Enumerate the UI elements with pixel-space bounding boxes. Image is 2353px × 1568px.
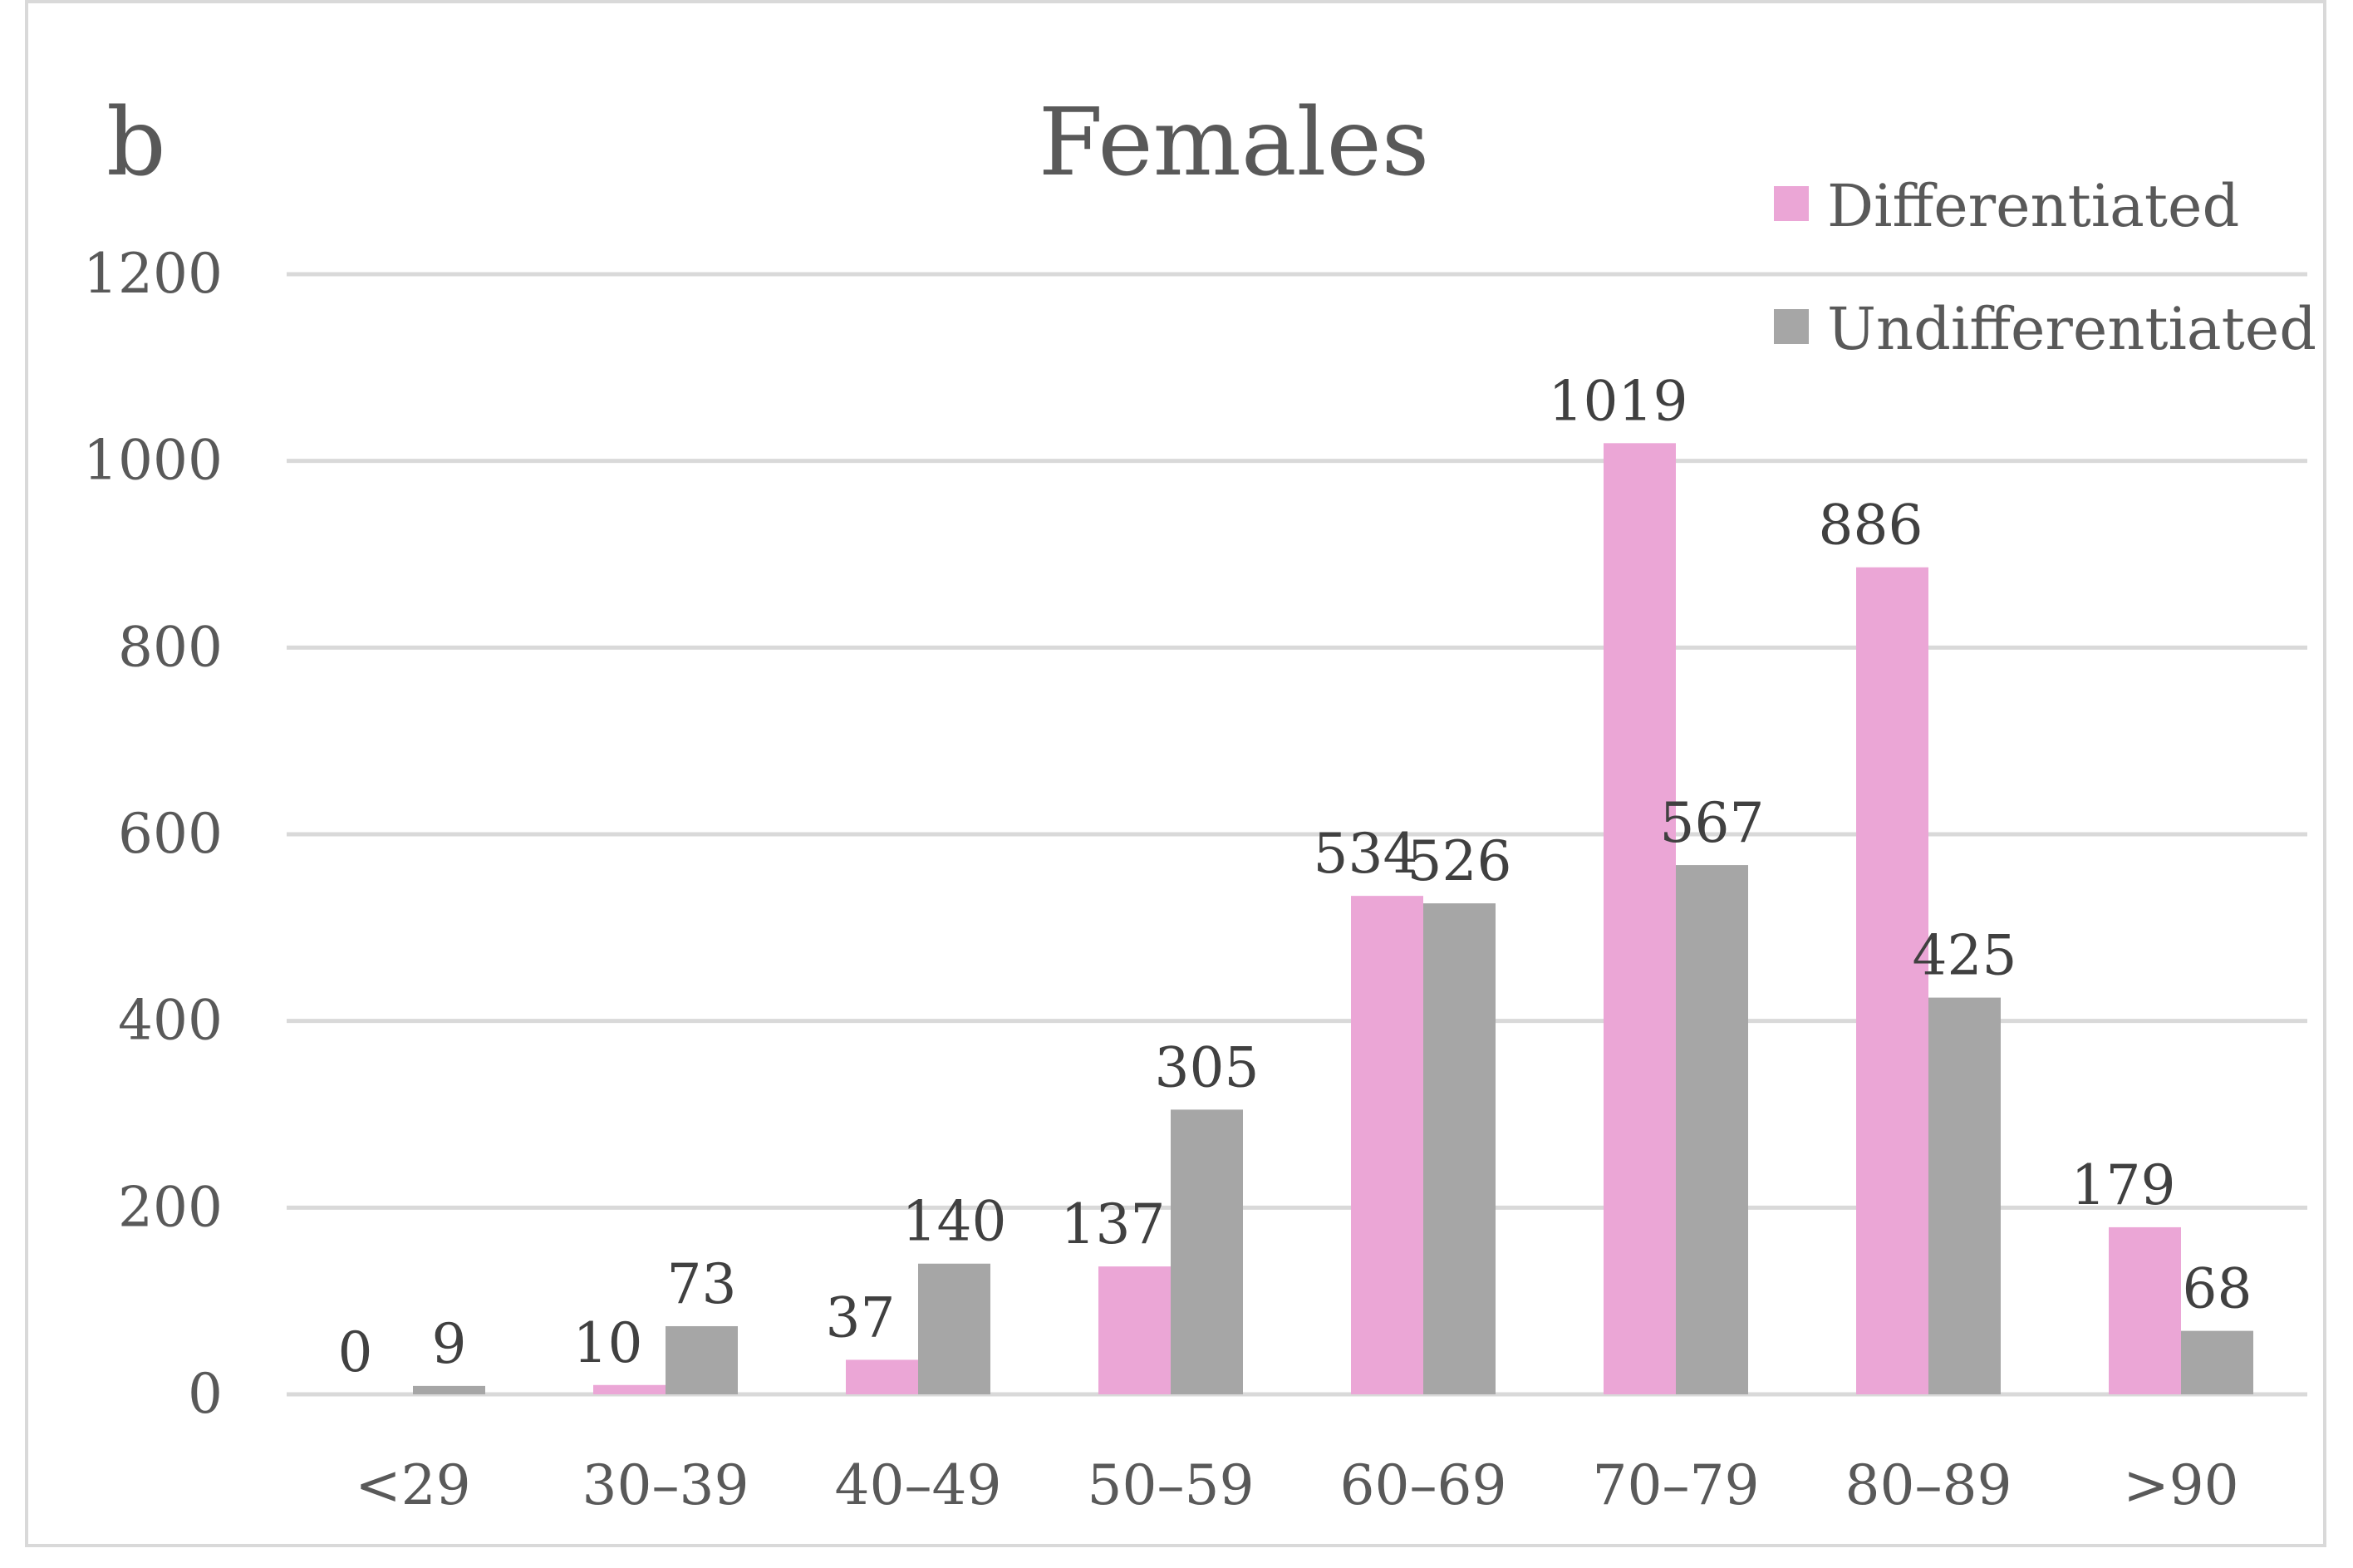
data-label-undifferentiated-0: 9 xyxy=(432,1312,467,1376)
data-label-undifferentiated-3: 305 xyxy=(1155,1035,1260,1099)
y-tick-label: 800 xyxy=(118,615,223,679)
bar-undifferentiated-2 xyxy=(918,1263,990,1394)
bar-undifferentiated-5 xyxy=(1676,865,1748,1394)
bar-differentiated-4 xyxy=(1351,896,1423,1394)
x-axis-ticks: <29 30–39 40–49 50–59 60–69 70–79 80–89 >90 xyxy=(355,1453,2238,1517)
data-label-undifferentiated-6: 425 xyxy=(1913,924,2017,988)
bar-undifferentiated-7 xyxy=(2181,1330,2253,1394)
x-tick-label: 40–49 xyxy=(835,1453,1002,1517)
bar-undifferentiated-3 xyxy=(1171,1109,1243,1394)
x-tick-label: 30–39 xyxy=(582,1453,749,1517)
data-label-differentiated-6: 886 xyxy=(1819,494,1923,558)
chart-title: Females xyxy=(1039,89,1429,197)
data-label-differentiated-1: 10 xyxy=(573,1311,643,1375)
legend-swatch-differentiated xyxy=(1774,186,1809,221)
legend-label-undifferentiated: Undifferentiated xyxy=(1827,295,2316,363)
legend: Differentiated Undifferentiated xyxy=(1774,172,2316,363)
bar-undifferentiated-4 xyxy=(1423,903,1496,1394)
data-label-differentiated-0: 0 xyxy=(338,1320,373,1384)
data-label-undifferentiated-2: 140 xyxy=(902,1190,1007,1254)
panel-label: b xyxy=(106,89,166,197)
bar-differentiated-1 xyxy=(593,1384,666,1394)
data-label-differentiated-7: 179 xyxy=(2071,1153,2176,1217)
bar-differentiated-2 xyxy=(846,1359,918,1394)
data-label-undifferentiated-5: 567 xyxy=(1660,791,1765,855)
x-tick-label: >90 xyxy=(2123,1453,2238,1517)
legend-label-differentiated: Differentiated xyxy=(1827,172,2239,240)
x-tick-label: 80–89 xyxy=(1845,1453,2012,1517)
data-label-undifferentiated-1: 73 xyxy=(667,1252,737,1316)
x-tick-label: 70–79 xyxy=(1593,1453,1760,1517)
bars xyxy=(413,443,2253,1395)
y-tick-label: 0 xyxy=(188,1362,223,1426)
legend-swatch-undifferentiated xyxy=(1774,309,1809,344)
y-tick-label: 1000 xyxy=(83,429,223,493)
bar-undifferentiated-0 xyxy=(413,1385,485,1394)
bar-differentiated-6 xyxy=(1856,567,1928,1394)
y-tick-label: 200 xyxy=(118,1175,223,1239)
y-tick-label: 1200 xyxy=(83,242,223,306)
x-tick-label: 60–69 xyxy=(1340,1453,1507,1517)
y-axis-ticks: 0 200 400 600 800 1000 1200 xyxy=(83,242,223,1426)
data-label-differentiated-4: 534 xyxy=(1314,822,1418,886)
data-label-undifferentiated-4: 526 xyxy=(1407,829,1512,893)
x-tick-label: <29 xyxy=(355,1453,470,1517)
y-tick-label: 600 xyxy=(118,802,223,866)
data-label-differentiated-3: 137 xyxy=(1061,1192,1166,1256)
bar-differentiated-3 xyxy=(1098,1266,1171,1394)
data-label-differentiated-2: 37 xyxy=(826,1285,896,1349)
y-tick-label: 400 xyxy=(118,989,223,1053)
bar-differentiated-5 xyxy=(1604,443,1676,1395)
bar-undifferentiated-6 xyxy=(1928,997,2001,1394)
x-tick-label: 50–59 xyxy=(1088,1453,1255,1517)
data-label-differentiated-5: 1019 xyxy=(1549,369,1688,433)
data-label-undifferentiated-7: 68 xyxy=(2183,1257,2252,1321)
bar-differentiated-7 xyxy=(2109,1226,2181,1394)
bar-undifferentiated-1 xyxy=(666,1325,738,1394)
